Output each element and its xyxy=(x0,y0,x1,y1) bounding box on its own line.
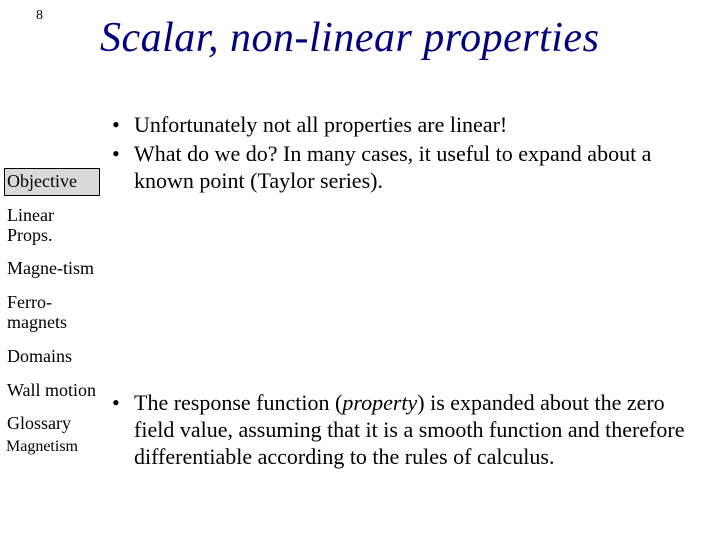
sidebar-item-ferromagnets[interactable]: Ferro-magnets xyxy=(4,289,100,337)
sidebar-item-linear-props[interactable]: Linear Props. xyxy=(4,202,100,250)
bullet-text-prefix: The response function ( xyxy=(134,390,342,415)
bullet-item: The response function (property) is expa… xyxy=(108,390,696,470)
sidebar-item-objective[interactable]: Objective xyxy=(4,168,100,196)
slide-title: Scalar, non-linear properties xyxy=(100,14,700,62)
slide: 8 Scalar, non-linear properties Objectiv… xyxy=(0,0,720,540)
sidebar-item-magnetism[interactable]: Magne-tism xyxy=(4,255,100,283)
sidebar-item-domains[interactable]: Domains xyxy=(4,343,100,371)
bullet-list-bottom: The response function (property) is expa… xyxy=(108,390,696,470)
sidebar: Objective Linear Props. Magne-tism Ferro… xyxy=(4,168,100,460)
body-top: Unfortunately not all properties are lin… xyxy=(108,112,696,196)
sidebar-item-glossary[interactable]: Glossary xyxy=(4,410,100,438)
sidebar-sublabel: Magnetism xyxy=(4,438,100,460)
page-number: 8 xyxy=(36,8,43,24)
sidebar-item-wall-motion[interactable]: Wall motion xyxy=(4,377,100,405)
bullet-text-italic: property xyxy=(342,390,417,415)
bullet-item: What do we do? In many cases, it useful … xyxy=(108,141,696,195)
body-bottom: The response function (property) is expa… xyxy=(108,390,696,472)
bullet-list-top: Unfortunately not all properties are lin… xyxy=(108,112,696,194)
bullet-item: Unfortunately not all properties are lin… xyxy=(108,112,696,139)
